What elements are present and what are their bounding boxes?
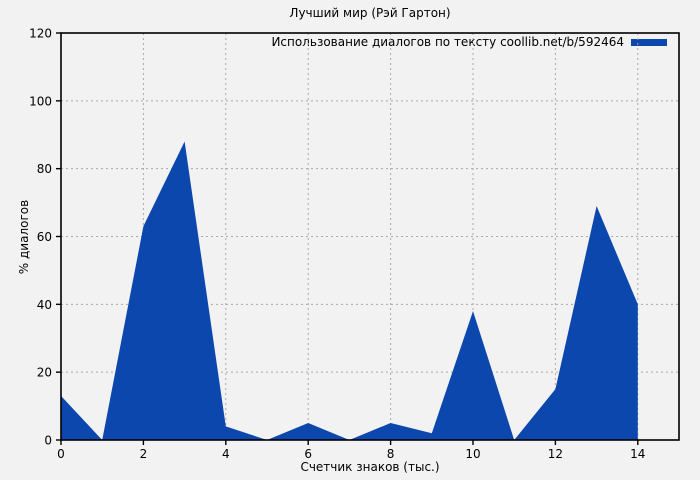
y-tick-label: 60 <box>37 230 52 244</box>
legend-label: Использование диалогов по тексту coollib… <box>271 35 624 49</box>
y-tick-label: 100 <box>29 94 52 108</box>
y-tick-label: 80 <box>37 162 52 176</box>
y-axis-label: % диалогов <box>17 199 31 275</box>
y-tick-label: 20 <box>37 366 52 380</box>
area-series <box>61 141 638 440</box>
chart-title: Лучший мир (Рэй Гартон) <box>289 6 451 20</box>
x-tick-label: 4 <box>222 447 230 461</box>
x-tick-label: 8 <box>387 447 395 461</box>
y-tick-label: 40 <box>37 298 52 312</box>
y-tick-label: 0 <box>44 434 52 448</box>
legend: Использование диалогов по тексту coollib… <box>271 35 667 49</box>
x-tick-label: 6 <box>304 447 312 461</box>
legend-swatch <box>631 38 667 46</box>
x-tick-label: 0 <box>57 447 65 461</box>
x-tick-label: 14 <box>630 447 645 461</box>
x-tick-label: 10 <box>465 447 480 461</box>
x-tick-label: 2 <box>140 447 148 461</box>
x-tick-label: 12 <box>548 447 563 461</box>
x-axis-label: Счетчик знаков (тыс.) <box>300 460 440 474</box>
y-tick-label: 120 <box>29 27 52 41</box>
